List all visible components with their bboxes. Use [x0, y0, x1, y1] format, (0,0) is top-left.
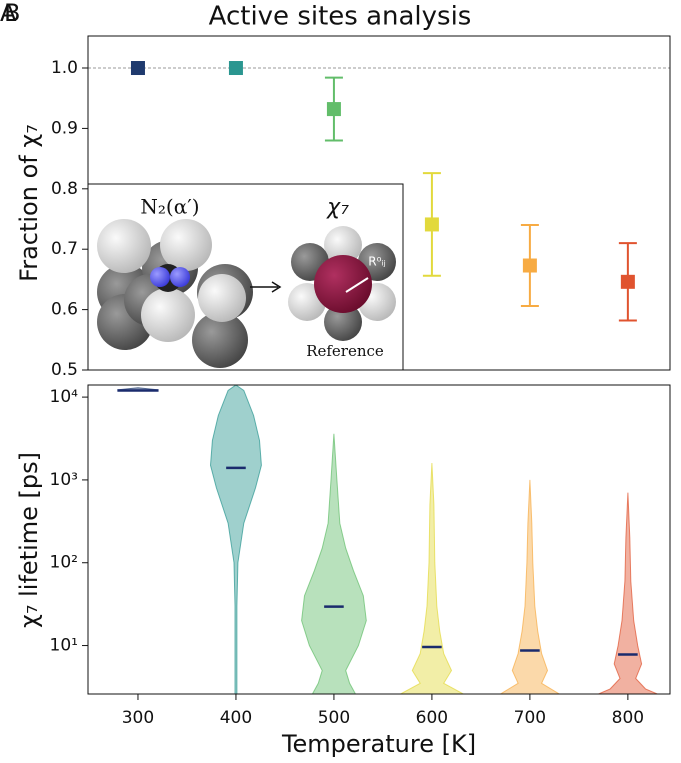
y-tick-label: 10³ — [50, 470, 78, 490]
x-tick-label: 500 — [318, 708, 350, 728]
violins — [117, 385, 658, 694]
violin — [301, 433, 367, 694]
y-tick-label: 0.6 — [51, 300, 78, 320]
bottom-panel: 10¹ 10² 10³ 10⁴ 300 400 500 600 700 800 — [50, 384, 671, 728]
panel-label: B — [4, 0, 20, 27]
x-tick-label: 600 — [416, 708, 448, 728]
x-axis-label: Temperature [K] — [281, 730, 476, 758]
inset: N₂(α′) χ₇ R⁰ᵢⱼ Reference — [87, 183, 404, 371]
right-cluster — [288, 226, 396, 341]
inset-label: N₂(α′) — [140, 195, 199, 219]
y-tick-label: 10² — [50, 553, 78, 573]
y-tick-label: 0.5 — [51, 360, 78, 380]
y-tick-label: 0.7 — [51, 239, 78, 259]
marker — [522, 258, 537, 273]
panel-label: A — [0, 0, 17, 27]
violin — [209, 385, 262, 694]
marker — [326, 102, 341, 117]
chart-title: Active sites analysis — [209, 2, 472, 32]
y-tick-label: 10¹ — [50, 636, 78, 656]
violin — [400, 462, 464, 694]
inset-label: χ₇ — [326, 195, 349, 220]
x-tick-label: 800 — [612, 708, 644, 728]
inset-label: R⁰ᵢⱼ — [368, 255, 385, 269]
violin — [499, 479, 561, 694]
x-tick-label: 700 — [514, 708, 546, 728]
violin — [598, 492, 658, 694]
axes-frame — [87, 384, 671, 695]
y-tick-label: 0.8 — [51, 179, 78, 199]
top-panel: 0.5 0.6 0.7 0.8 0.9 1.0 — [51, 35, 671, 380]
left-cluster — [97, 219, 253, 368]
x-tick-label: 400 — [220, 708, 252, 728]
y-tick-label: 1.0 — [51, 58, 78, 78]
y-tick-label: 10⁴ — [50, 387, 79, 407]
inset-caption: Reference — [306, 342, 384, 360]
y-tick-label: 0.9 — [51, 118, 78, 138]
x-tick-label: 300 — [122, 708, 154, 728]
marker — [424, 217, 439, 232]
y-axis-label: Fraction of χ₇ — [15, 124, 43, 282]
marker — [130, 61, 145, 76]
marker — [620, 274, 635, 289]
marker — [228, 61, 243, 76]
y-axis-label: χ₇ lifetime [ps] — [15, 452, 43, 628]
